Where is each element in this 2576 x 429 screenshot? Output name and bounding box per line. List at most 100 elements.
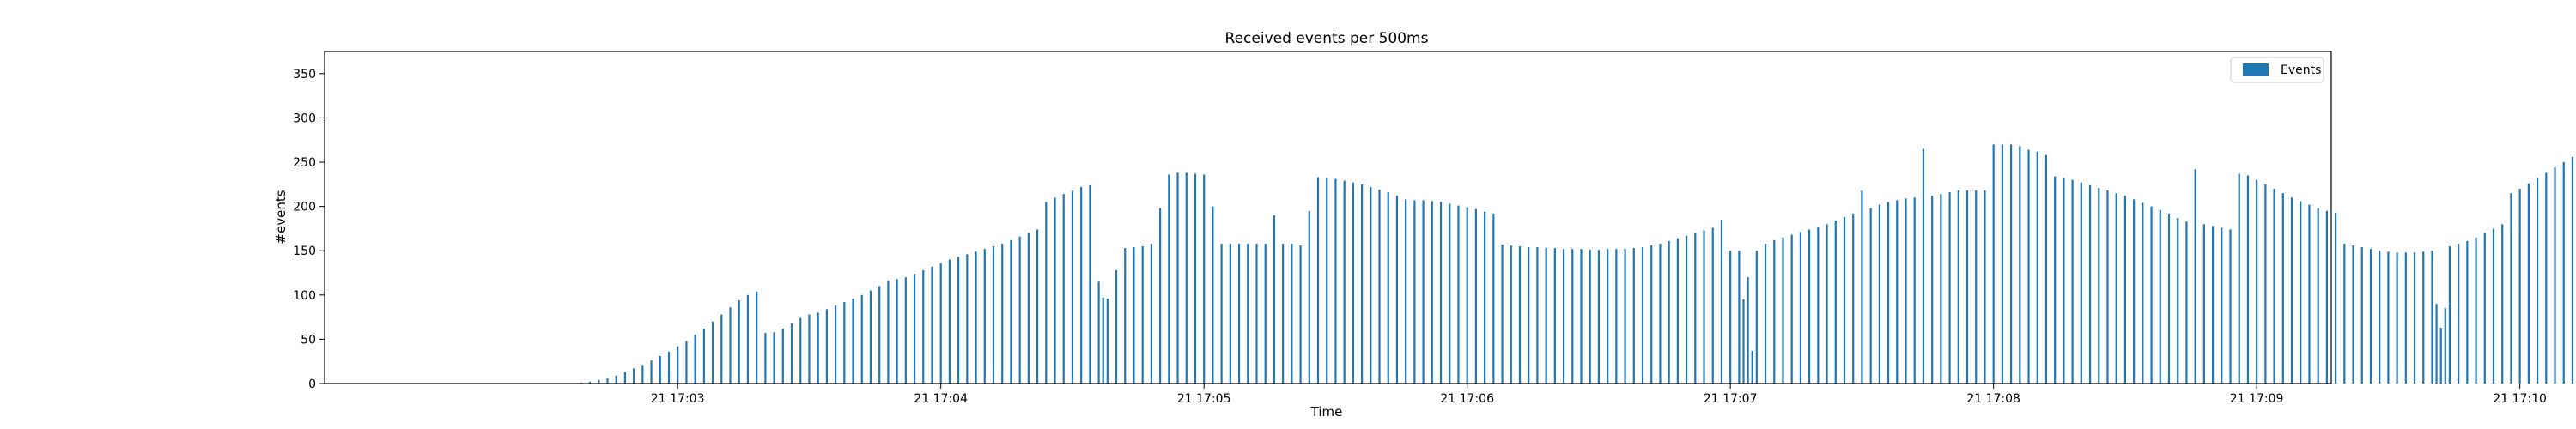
- bar: [2492, 228, 2495, 384]
- bar: [2123, 196, 2127, 384]
- bar: [623, 372, 627, 384]
- bar: [1782, 237, 1784, 384]
- bar: [2545, 172, 2548, 384]
- bar: [922, 269, 925, 384]
- bar: [1097, 281, 1100, 384]
- bar: [1676, 238, 1679, 384]
- x-tick-label: 21 17:03: [651, 392, 705, 406]
- bar: [2177, 218, 2179, 384]
- bar: [641, 365, 644, 384]
- bar: [1510, 245, 1512, 384]
- x-tick-label: 21 17:06: [1440, 392, 1494, 406]
- bar: [2422, 251, 2425, 384]
- bar: [1422, 200, 1425, 384]
- bar: [1528, 247, 1530, 384]
- bar: [1553, 248, 1556, 384]
- bar: [878, 286, 881, 384]
- bar: [1843, 216, 1846, 384]
- bar: [2413, 252, 2416, 384]
- x-axis-label: Time: [1310, 404, 1343, 420]
- bar: [2458, 243, 2460, 384]
- bar: [1326, 178, 1328, 384]
- bar: [1571, 249, 1574, 384]
- bar: [1220, 243, 1223, 384]
- bar: [2054, 176, 2057, 384]
- bar: [1431, 201, 1433, 384]
- bar: [2554, 167, 2556, 384]
- bar: [1474, 208, 1477, 384]
- bar: [1413, 200, 1416, 384]
- bar: [939, 263, 942, 384]
- bar: [887, 281, 890, 384]
- bar: [702, 329, 705, 384]
- bar: [746, 294, 750, 384]
- bar: [2466, 240, 2469, 384]
- bar: [1352, 182, 1354, 384]
- bar: [1931, 196, 1934, 384]
- bar: [2159, 209, 2161, 384]
- bar: [606, 378, 609, 384]
- y-tick-label: 200: [293, 201, 316, 214]
- bar: [1975, 190, 1978, 384]
- y-tick-label: 250: [293, 156, 316, 170]
- bar: [1817, 227, 1820, 384]
- bar: [2448, 246, 2451, 384]
- bar: [1852, 213, 1855, 384]
- bar: [1054, 197, 1056, 384]
- bar: [1703, 230, 1705, 384]
- bar: [677, 346, 679, 384]
- bar: [1316, 177, 1320, 384]
- bar: [1484, 211, 1486, 384]
- bar: [1089, 184, 1091, 384]
- bar: [2142, 202, 2144, 384]
- bar: [729, 307, 732, 384]
- bar: [2404, 252, 2407, 384]
- bar: [1659, 243, 1662, 384]
- bar: [781, 329, 784, 384]
- bar: [1799, 232, 1802, 384]
- legend-label-events: Events: [2281, 63, 2321, 77]
- bar: [1632, 248, 1635, 384]
- y-tick-label: 150: [293, 245, 316, 258]
- x-tick-label: 21 17:07: [1704, 392, 1758, 406]
- bar: [1965, 190, 1969, 384]
- bar: [1545, 248, 1547, 384]
- bar: [2360, 247, 2363, 384]
- bar: [1615, 249, 1618, 384]
- bar: [2194, 169, 2196, 384]
- bar: [1984, 190, 1986, 384]
- bar: [650, 360, 653, 384]
- legend: Events: [2230, 57, 2324, 83]
- bar: [1334, 178, 1337, 384]
- bar: [685, 341, 688, 384]
- bar: [1518, 246, 1522, 384]
- bar: [1343, 180, 1346, 384]
- y-tick-label: 300: [293, 112, 316, 125]
- bar: [2027, 149, 2030, 384]
- bar: [2264, 184, 2267, 384]
- bar: [1255, 243, 1258, 384]
- bar: [1308, 210, 1310, 384]
- bar: [1729, 251, 1732, 384]
- bar: [1212, 206, 1214, 384]
- bar: [2290, 197, 2293, 384]
- bar: [2518, 188, 2521, 384]
- bar: [1102, 297, 1104, 384]
- bar: [860, 294, 863, 384]
- bar: [2221, 227, 2223, 384]
- bar: [2335, 212, 2337, 384]
- bar: [1562, 249, 1565, 384]
- bar: [1711, 227, 1714, 384]
- bar: [1036, 229, 1039, 384]
- bar: [1738, 251, 1741, 384]
- bar: [1229, 243, 1231, 384]
- bar: [1755, 251, 1758, 384]
- bar: [1940, 194, 1942, 384]
- bar: [1001, 243, 1004, 384]
- bar: [904, 277, 907, 384]
- bar: [2536, 178, 2539, 384]
- bar: [2571, 156, 2574, 384]
- x-tick-label: 21 17:08: [1966, 392, 2020, 406]
- bar: [1808, 229, 1811, 384]
